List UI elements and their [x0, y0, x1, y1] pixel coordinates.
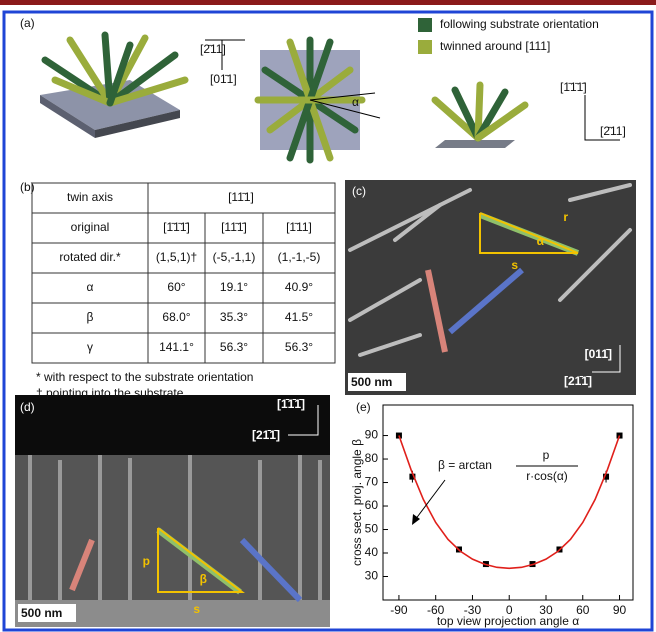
table-cell: β [87, 310, 94, 324]
fit-curve [399, 436, 620, 569]
footnote: † pointing into the substrate [36, 386, 184, 400]
table-header: [11̄1] [228, 190, 254, 204]
image-label: [011̄] [585, 347, 612, 361]
x-tick-label: 90 [613, 603, 627, 617]
table-cell: (1,5,1)† [156, 250, 197, 264]
footnote: * with respect to the substrate orientat… [36, 370, 253, 384]
y-tick-label: 80 [365, 451, 379, 465]
table-cell: 41.5° [285, 310, 313, 324]
panel-c-art [345, 180, 636, 395]
direction-label: [2̄11] [600, 124, 626, 138]
table-cell: 19.1° [220, 280, 248, 294]
table-cell: 56.3° [220, 340, 248, 354]
table-cell: [11̄1̄] [221, 220, 247, 234]
legend-swatch [418, 40, 432, 54]
y-tick-label: 40 [365, 545, 379, 559]
annotation: r·cos(α) [526, 469, 568, 483]
annotation: p [543, 448, 550, 462]
table-cell: 141.1° [159, 340, 194, 354]
table-cell: [1̄1̄1̄] [163, 220, 190, 234]
x-axis-label: top view projection angle α [437, 614, 579, 628]
figure: (a)(b)(c)(d)(e)following substrate orien… [0, 0, 656, 632]
x-tick-label: -90 [390, 603, 408, 617]
annotation-arrow [415, 480, 445, 520]
table-cell: original [71, 220, 110, 234]
table-cell: 40.9° [285, 280, 313, 294]
panel-d-art [15, 395, 330, 627]
scale-bar: 500 nm [21, 606, 62, 620]
y-tick-label: 90 [365, 428, 379, 442]
panel-label: (d) [20, 400, 35, 414]
page: {"figure": { "panel_labels": ["(a)", "(b… [0, 0, 656, 632]
legend-swatch [418, 18, 432, 32]
image-label: s [193, 602, 200, 616]
panel-a-art [40, 35, 620, 160]
y-tick-label: 30 [365, 569, 379, 583]
image-label: s [511, 258, 518, 272]
angle-label: α [352, 95, 359, 109]
y-tick-label: 60 [365, 498, 379, 512]
legend-label: twinned around [111] [440, 39, 550, 53]
plot-frame [383, 405, 633, 600]
table-cell: [1̄11] [286, 220, 312, 234]
y-tick-label: 70 [365, 475, 379, 489]
annotation: β = arctan [438, 458, 492, 472]
top-rule [0, 0, 656, 5]
y-tick-label: 50 [365, 522, 379, 536]
image-label: p [143, 554, 150, 568]
direction-label: [1̄1̄1̄] [560, 80, 587, 94]
table-cell: rotated dir.* [59, 250, 121, 264]
direction-label: [01̄1] [210, 72, 237, 86]
table-cell: α [87, 280, 94, 294]
image-label: β [200, 572, 207, 586]
image-label: α [537, 234, 545, 248]
direction-label: [2̄11] [200, 42, 226, 56]
image-label: [21̄1̄] [252, 428, 280, 442]
table-cell: (-5,-1,1) [213, 250, 256, 264]
table-cell: (1,-1,-5) [278, 250, 321, 264]
legend-label: following substrate orientation [440, 17, 599, 31]
image-label: [1̄1̄1̄] [277, 397, 305, 411]
table-cell: γ [87, 340, 93, 354]
image-label: [21̄1̄] [564, 374, 592, 388]
scale-bar: 500 nm [351, 375, 392, 389]
panel-label: (a) [20, 16, 35, 30]
table-cell: 56.3° [285, 340, 313, 354]
table-cell: 68.0° [162, 310, 190, 324]
table-header: twin axis [67, 190, 113, 204]
table-cell: 35.3° [220, 310, 248, 324]
table-cell: 60° [167, 280, 185, 294]
panel-label: (e) [356, 400, 371, 414]
image-label: r [563, 210, 568, 224]
y-axis-label: cross sect. proj. angle β [350, 439, 364, 566]
panel-label: (c) [352, 184, 366, 198]
